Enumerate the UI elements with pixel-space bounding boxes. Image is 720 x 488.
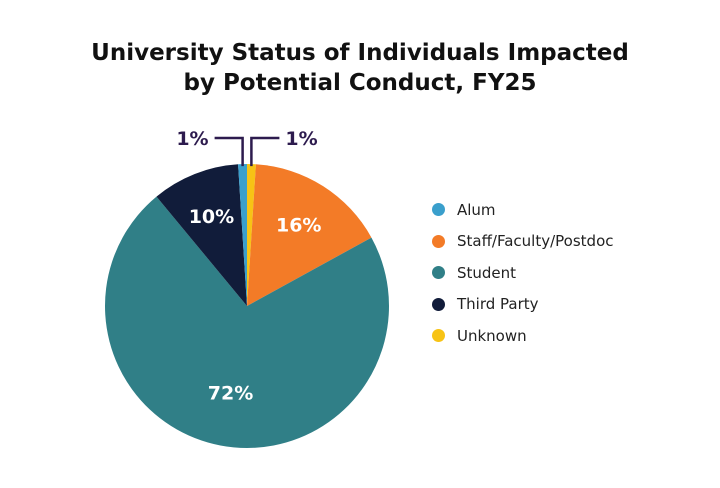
legend-label: Unknown	[457, 326, 527, 345]
slice-label-third-party: 10%	[189, 206, 234, 228]
legend-swatch	[432, 203, 445, 217]
slice-third-party	[156, 164, 247, 306]
legend-item-third-party: Third Party	[432, 289, 614, 321]
legend-item-unknown: Unknown	[432, 320, 614, 352]
slice-label-unknown: 1%	[285, 128, 317, 150]
legend-label: Staff/Faculty/Postdoc	[457, 232, 614, 251]
legend-item-student: Student	[432, 257, 614, 289]
callout-line-alum	[214, 136, 244, 167]
legend-swatch	[432, 297, 445, 311]
chart-title-line-2: by Potential Conduct, FY25	[183, 70, 537, 96]
legend-label: Student	[457, 263, 517, 282]
slice-label-alum: 1%	[176, 128, 208, 150]
legend-label: Alum	[457, 200, 496, 219]
legend-swatch	[432, 234, 445, 248]
slice-staff-faculty-postdoc	[247, 164, 372, 306]
slice-student	[104, 196, 389, 448]
chart-title-line-1: University Status of Individuals Impacte…	[91, 40, 629, 66]
slice-label-staff-faculty-postdoc: 16%	[276, 214, 321, 236]
legend-label: Third Party	[457, 295, 539, 314]
chart-title: University Status of Individuals Impacte…	[0, 38, 720, 98]
slice-label-student: 72%	[208, 382, 253, 404]
legend-swatch	[432, 266, 445, 280]
slice-alum	[238, 164, 247, 306]
legend-item-alum: Alum	[432, 194, 614, 226]
slice-unknown	[247, 164, 256, 306]
legend: Alum Staff/Faculty/Postdoc Student Third Pa…	[432, 194, 614, 352]
legend-swatch	[432, 329, 445, 343]
callout-line-unknown	[250, 136, 280, 167]
legend-item-staff-faculty-postdoc: Staff/Faculty/Postdoc	[432, 226, 614, 258]
